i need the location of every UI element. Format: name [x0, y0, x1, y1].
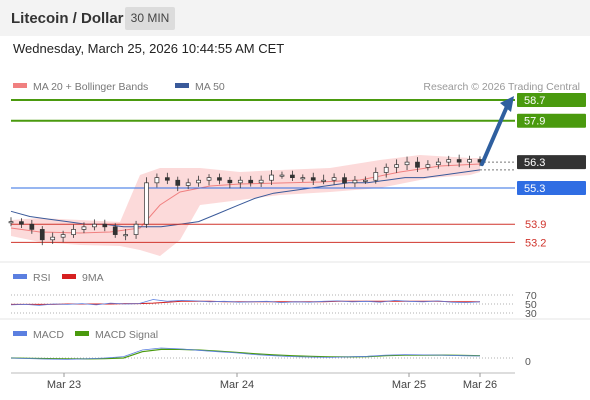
candle-body [435, 161, 441, 166]
candle-body [164, 177, 170, 181]
candle-body [50, 236, 56, 241]
x-tick-label-mar-23: Mar 23 [47, 379, 81, 391]
candle-body [217, 177, 222, 181]
candle-body [60, 234, 66, 238]
candles [8, 154, 483, 246]
title-bar: Litecoin / Dollar 30 MIN [0, 0, 590, 36]
candle-body [29, 223, 35, 230]
candle-body [112, 226, 118, 235]
candle-body [19, 221, 24, 225]
macd-line [10, 347, 481, 360]
level-box-56-3 [517, 155, 586, 170]
candle-body [279, 174, 285, 177]
candle-body [383, 166, 389, 173]
rsi-level-label-50: 50 [525, 299, 537, 311]
candle-body [154, 177, 160, 184]
macd-level-label: 0 [525, 356, 531, 368]
rsi-level-label-30: 30 [525, 308, 537, 320]
candle-body [196, 179, 201, 184]
legend-label-macd-signal: MACD Signal [95, 329, 158, 341]
legend-label-ma20: MA 20 + Bollinger Bands [33, 81, 148, 93]
candle-body [123, 234, 128, 237]
x-tick-label-mar-25: Mar 25 [392, 379, 426, 391]
candle-body [269, 174, 274, 181]
candle-body [290, 174, 295, 178]
x-tick-label-mar-24: Mar 24 [220, 379, 254, 391]
level-label-55-3: 55.3 [524, 183, 545, 195]
level-label-58-7: 58.7 [524, 95, 545, 107]
candle-body [102, 223, 108, 228]
candle-body [394, 164, 399, 168]
candle-body [248, 179, 254, 184]
legend-swatch-rsi [13, 274, 27, 279]
level-label-57-9: 57.9 [524, 116, 545, 128]
candle-body [185, 182, 191, 186]
rsi-line [10, 299, 481, 306]
candle-body [206, 177, 212, 181]
watermark: Research © 2026 Trading Central [423, 81, 580, 93]
candle-body [331, 177, 337, 181]
candle-body [92, 223, 97, 228]
candle-body [144, 182, 149, 225]
candle-body [300, 177, 306, 180]
legend-swatch-macd [13, 331, 27, 336]
candle-body [446, 159, 452, 163]
level-label-53-9: 53.9 [525, 219, 546, 231]
candle-body [321, 179, 327, 182]
candle-body [404, 161, 410, 166]
candle-body [237, 179, 243, 184]
legend-swatch-ma20 [13, 83, 27, 88]
candle-body [258, 179, 264, 184]
candle-body [342, 177, 347, 184]
candle-body [227, 179, 233, 184]
candle-body [39, 229, 45, 241]
x-tick-label-mar-26: Mar 26 [463, 379, 497, 391]
candle-body [310, 177, 316, 181]
legend-label-rsi-ma: 9MA [82, 272, 104, 284]
bollinger-band-fill [11, 155, 480, 256]
interval-selector[interactable]: 30 MIN [125, 7, 175, 30]
candle-body [133, 223, 139, 235]
level-box-58-7 [517, 93, 586, 107]
chart-title: Litecoin / Dollar [11, 10, 124, 27]
candle-body [456, 159, 462, 163]
forecast-arrow-shaft [480, 102, 510, 167]
ma20-line [10, 163, 481, 234]
forecast-arrow-head [500, 96, 514, 112]
candle-body [425, 164, 431, 168]
legend-label-rsi: RSI [33, 272, 51, 284]
candle-body [467, 159, 472, 163]
candle-body [71, 229, 76, 235]
legend-swatch-macd-signal [75, 331, 89, 336]
level-box-57-9 [517, 113, 586, 128]
rsi-level-label-70: 70 [525, 290, 537, 302]
level-label-53-2: 53.2 [525, 237, 546, 249]
timestamp: Wednesday, March 25, 2026 10:44:55 AM CE… [13, 41, 285, 56]
candle-body [175, 179, 181, 186]
legend-swatch-ma50 [175, 83, 189, 88]
legend-swatch-rsi-ma [62, 274, 76, 279]
candle-body [415, 161, 420, 168]
candle-body [352, 179, 358, 184]
level-label-56-3: 56.3 [524, 157, 545, 169]
legend-label-macd: MACD [33, 329, 64, 341]
candle-body [373, 172, 379, 181]
candle-body [81, 226, 87, 230]
candle-body [8, 221, 14, 224]
level-box-55-3 [517, 181, 586, 195]
legend-label-ma50: MA 50 [195, 81, 225, 93]
candle-body [363, 179, 368, 182]
